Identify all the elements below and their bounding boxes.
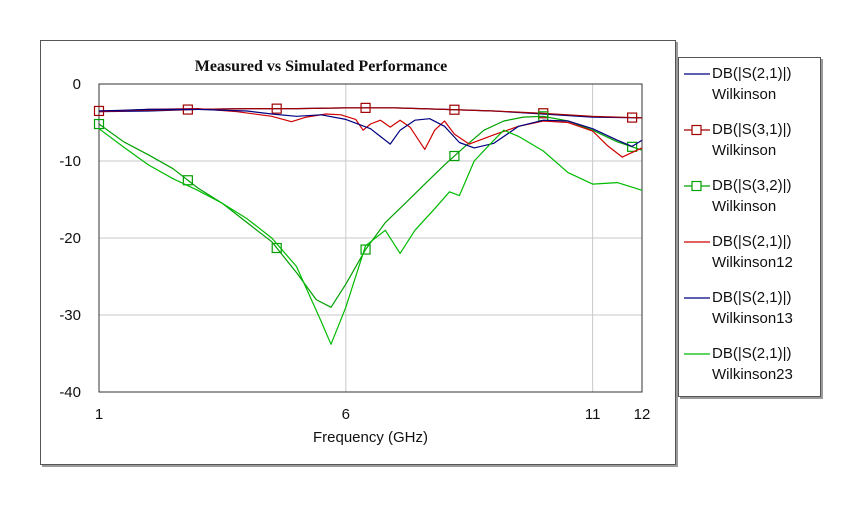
x-tick-label: 11: [585, 406, 601, 423]
x-axis-title: Frequency (GHz): [313, 429, 428, 446]
legend-entry: DB(|S(2,1)|) Wilkinson23: [679, 340, 820, 392]
legend-swatch: [684, 353, 710, 355]
series-line-2: [98, 115, 643, 308]
series-marker-1: [271, 103, 282, 114]
legend-swatch: [684, 241, 710, 243]
series-marker-2: [449, 150, 460, 162]
series-line-5: [98, 128, 643, 345]
series-marker-2: [182, 175, 193, 186]
legend-series-group: Wilkinson: [712, 198, 777, 215]
legend-entry: DB(|S(3,1)|) Wilkinson: [679, 116, 820, 168]
legend-series-name: DB(|S(2,1)|): [712, 345, 792, 362]
legend-swatch: [684, 73, 710, 75]
legend-series-group: Wilkinson12: [712, 254, 793, 271]
legend-series-group: Wilkinson: [712, 142, 777, 159]
series-line-3: [98, 108, 643, 158]
legend-series-name: DB(|S(2,1)|): [712, 233, 792, 250]
x-tick-label: 1: [95, 406, 103, 423]
series-marker-1: [449, 104, 460, 115]
y-tick-label: 0: [73, 76, 81, 93]
legend-entry: DB(|S(2,1)|) Wilkinson13: [679, 284, 820, 336]
chart-title: Measured vs Simulated Performance: [194, 58, 448, 75]
series-marker-2: [627, 141, 638, 152]
legend-swatch: [684, 124, 710, 136]
y-tick-label: -10: [59, 153, 81, 170]
legend-series-group: Wilkinson13: [712, 310, 793, 327]
legend-swatch: [684, 180, 710, 192]
legend-series-name: DB(|S(2,1)|): [712, 65, 792, 82]
series-line-4: [98, 108, 643, 149]
legend-series-name: DB(|S(2,1)|): [712, 289, 792, 306]
legend-entry: DB(|S(2,1)|) Wilkinson: [679, 60, 820, 112]
legend-entry: DB(|S(2,1)|) Wilkinson12: [679, 228, 820, 280]
legend-series-name: DB(|S(3,2)|): [712, 177, 792, 194]
x-tick-label: 6: [342, 406, 350, 423]
series-marker-2: [93, 118, 105, 130]
legend-series-group: Wilkinson: [712, 86, 777, 103]
series-marker-1: [627, 112, 638, 123]
legend: DB(|S(2,1)|) Wilkinson DB(|S(3,1)|) Wilkins…: [678, 57, 821, 397]
legend-swatch: [684, 297, 710, 299]
y-tick-label: -30: [59, 307, 81, 324]
plot-border: [98, 83, 643, 393]
y-tick-label: -20: [59, 230, 81, 247]
y-tick-label: -40: [59, 384, 81, 401]
series-marker-1: [360, 102, 371, 113]
legend-series-name: DB(|S(3,1)|): [712, 121, 792, 138]
x-tick-label: 12: [634, 406, 651, 423]
legend-entry: DB(|S(3,2)|) Wilkinson: [679, 172, 820, 224]
legend-series-group: Wilkinson23: [712, 366, 793, 383]
